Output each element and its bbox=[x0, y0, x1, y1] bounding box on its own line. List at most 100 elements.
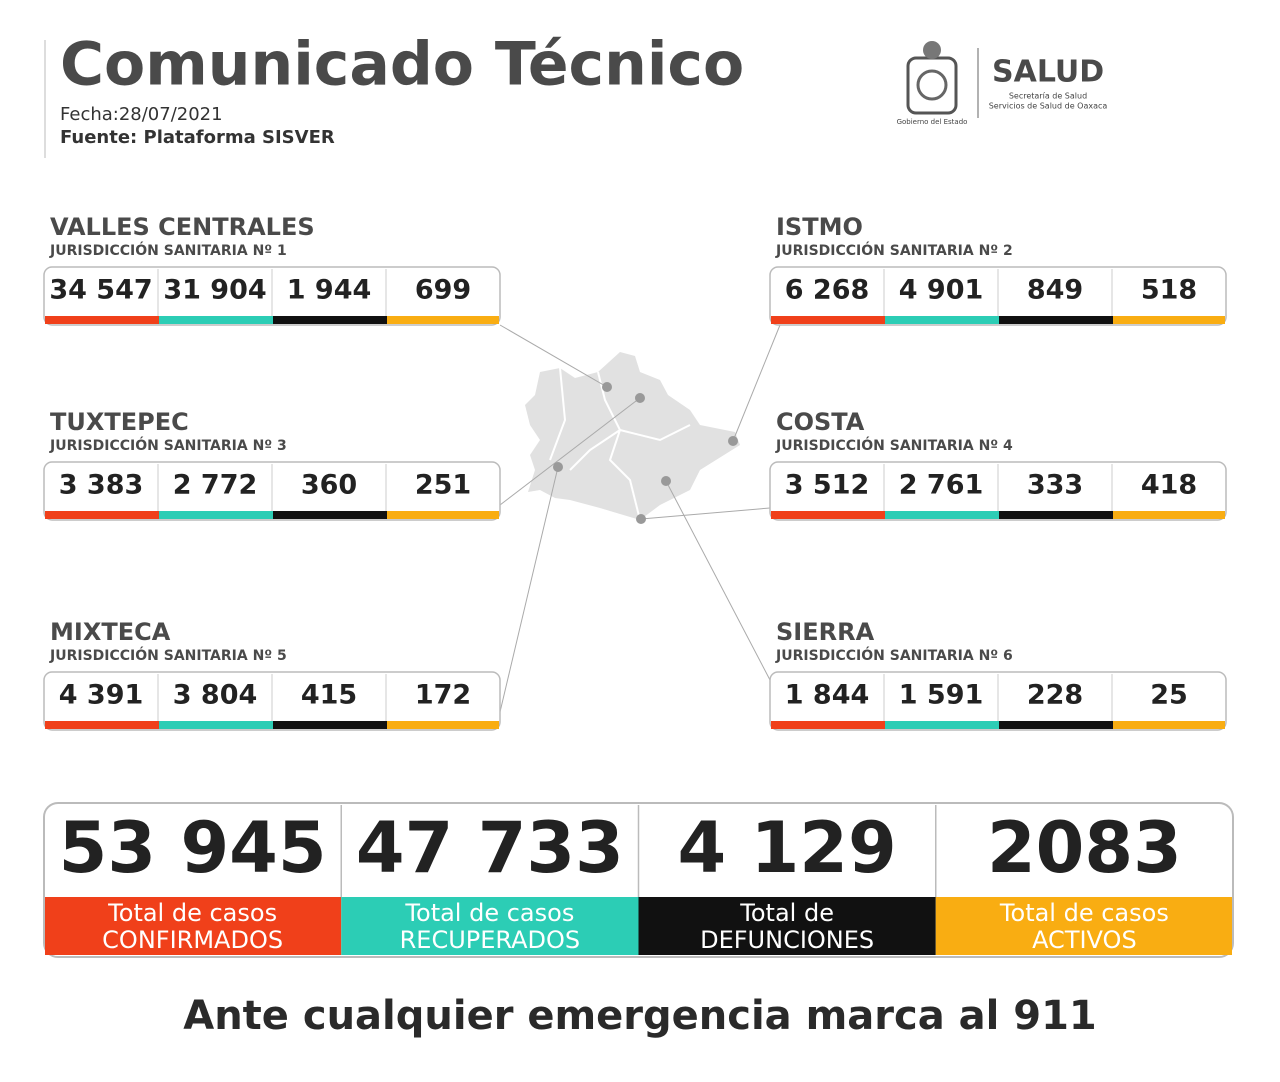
region-value: 1 591 bbox=[899, 680, 984, 711]
leader-line bbox=[499, 324, 608, 388]
region-bar bbox=[159, 316, 273, 324]
region-bar bbox=[1113, 316, 1225, 324]
logo: Gobierno del Estado SALUD Secretaría de … bbox=[897, 41, 1108, 126]
leader-lines bbox=[499, 324, 781, 713]
region-bar bbox=[771, 721, 885, 729]
region-subtitle: JURISDICCIÓN SANITARIA Nº 6 bbox=[775, 646, 1013, 664]
date: Fecha:28/07/2021 bbox=[60, 104, 223, 125]
region-bar bbox=[885, 721, 999, 729]
total-label: ACTIVOS bbox=[1032, 926, 1137, 954]
region-bar bbox=[45, 721, 159, 729]
brand: SALUD bbox=[992, 55, 1104, 90]
region-value: 415 bbox=[301, 680, 357, 711]
region-value: 3 804 bbox=[173, 680, 258, 711]
total-label-bg bbox=[638, 897, 936, 955]
region-value: 172 bbox=[415, 680, 471, 711]
region-subtitle: JURISDICCIÓN SANITARIA Nº 2 bbox=[775, 241, 1013, 259]
source: Fuente: Plataforma SISVER bbox=[60, 127, 335, 148]
map-dot bbox=[602, 382, 612, 392]
total-label: Total de bbox=[739, 899, 834, 927]
region-value: 4 391 bbox=[59, 680, 144, 711]
region-value: 360 bbox=[301, 470, 357, 501]
brand-line: Secretaría de Salud bbox=[1009, 92, 1087, 101]
map bbox=[499, 324, 781, 713]
map-borders bbox=[549, 367, 691, 521]
total-label-bg bbox=[45, 897, 342, 955]
region-bar bbox=[1113, 511, 1225, 519]
region-value: 699 bbox=[415, 275, 471, 306]
emblem bbox=[906, 56, 958, 115]
region-subtitle: JURISDICCIÓN SANITARIA Nº 1 bbox=[49, 241, 287, 259]
region-value: 251 bbox=[415, 470, 471, 501]
region-value: 418 bbox=[1141, 470, 1197, 501]
region-bar bbox=[387, 511, 499, 519]
brand-line: Servicios de Salud de Oaxaca bbox=[989, 102, 1108, 111]
map-dot bbox=[636, 514, 646, 524]
region-value: 1 844 bbox=[785, 680, 870, 711]
region-bar bbox=[771, 316, 885, 324]
leader-line bbox=[640, 507, 771, 520]
region-bar bbox=[273, 316, 387, 324]
region-bar bbox=[885, 316, 999, 324]
region-value: 333 bbox=[1027, 470, 1083, 501]
total-label: DEFUNCIONES bbox=[700, 926, 874, 954]
region-value: 1 944 bbox=[287, 275, 372, 306]
leader-line bbox=[499, 397, 641, 506]
title: Comunicado Técnico bbox=[60, 30, 744, 100]
footer: Ante cualquier emergencia marca al 911 bbox=[183, 993, 1097, 1039]
region-value: 2 772 bbox=[173, 470, 258, 501]
leader-line bbox=[665, 480, 771, 681]
region-bar bbox=[273, 511, 387, 519]
region-bar bbox=[45, 316, 159, 324]
region-value: 4 901 bbox=[899, 275, 984, 306]
leader-line bbox=[499, 466, 559, 713]
region-name: ISTMO bbox=[776, 213, 863, 241]
region-value: 518 bbox=[1141, 275, 1197, 306]
map-dot bbox=[553, 462, 563, 472]
region-value: 25 bbox=[1150, 680, 1188, 711]
leader-line bbox=[732, 324, 781, 442]
total-label: CONFIRMADOS bbox=[102, 926, 283, 954]
region-value: 228 bbox=[1027, 680, 1083, 711]
region-bar bbox=[999, 511, 1113, 519]
emblem-top bbox=[923, 41, 941, 59]
region-bar bbox=[273, 721, 387, 729]
region-name: SIERRA bbox=[776, 618, 875, 646]
region-name: MIXTECA bbox=[50, 618, 171, 646]
total-label-bg bbox=[935, 897, 1232, 955]
region-value: 34 547 bbox=[49, 275, 152, 306]
total-label: RECUPERADOS bbox=[400, 926, 581, 954]
region-bar bbox=[885, 511, 999, 519]
region-bar bbox=[387, 316, 499, 324]
map-dots bbox=[553, 382, 738, 524]
total-label: Total de casos bbox=[404, 899, 574, 927]
emblem-center bbox=[916, 69, 948, 101]
region-name: TUXTEPEC bbox=[50, 408, 189, 436]
region-bar bbox=[999, 721, 1113, 729]
region-bar bbox=[159, 511, 273, 519]
map-dot bbox=[635, 393, 645, 403]
region-value: 6 268 bbox=[785, 275, 870, 306]
region-value: 849 bbox=[1027, 275, 1083, 306]
region-value: 2 761 bbox=[899, 470, 984, 501]
total-value: 2083 bbox=[987, 807, 1182, 889]
total-label-bg bbox=[341, 897, 639, 955]
region-bar bbox=[159, 721, 273, 729]
region-bar bbox=[1113, 721, 1225, 729]
total-value: 47 733 bbox=[356, 807, 624, 889]
government: Gobierno del Estado bbox=[897, 118, 968, 126]
total-label: Total de casos bbox=[107, 899, 277, 927]
region-subtitle: JURISDICCIÓN SANITARIA Nº 4 bbox=[775, 436, 1013, 454]
map-dot bbox=[728, 436, 738, 446]
region-name: VALLES CENTRALES bbox=[50, 213, 315, 241]
map-dot bbox=[661, 476, 671, 486]
region-bar bbox=[45, 511, 159, 519]
region-subtitle: JURISDICCIÓN SANITARIA Nº 5 bbox=[49, 646, 287, 664]
